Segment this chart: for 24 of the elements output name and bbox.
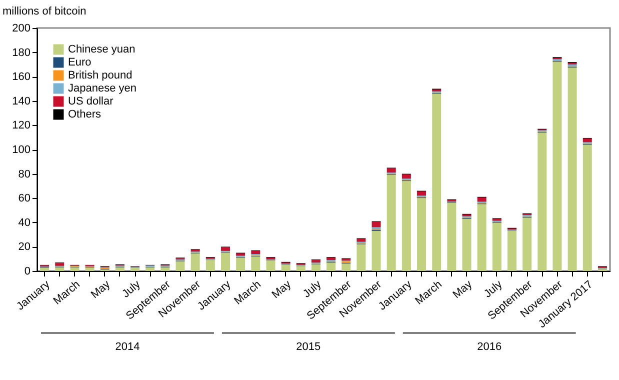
y-axis-title: millions of bitcoin — [2, 6, 86, 18]
y-tick-label: 200 — [12, 22, 30, 34]
x-tick-label: May — [270, 278, 294, 302]
legend-label: Euro — [68, 56, 92, 68]
text: 2014 — [115, 341, 140, 353]
y-tick-label: 160 — [12, 71, 30, 84]
y-tick-label: 120 — [12, 120, 30, 132]
legend-label: US dollar — [68, 96, 114, 108]
y-tick-label: 0 — [24, 266, 30, 278]
x-tick-label: May — [450, 278, 475, 302]
y-tick-label: 180 — [12, 46, 30, 59]
y-tick-label: 140 — [12, 95, 30, 108]
legend-label: Chinese yuan — [68, 44, 136, 56]
y-tick-label: 40 — [18, 216, 30, 229]
legend-label: Japanese yen — [68, 82, 136, 94]
x-tick-label: May — [88, 278, 113, 302]
legend-label: British pound — [68, 70, 132, 82]
y-tick-label: 100 — [12, 144, 30, 156]
text: 2015 — [296, 341, 321, 353]
text: 2016 — [477, 341, 502, 353]
y-tick-label: 60 — [18, 192, 30, 205]
y-tick-label: 20 — [18, 241, 30, 254]
y-tick-label: 80 — [18, 168, 30, 180]
legend-label: Others — [68, 108, 102, 120]
